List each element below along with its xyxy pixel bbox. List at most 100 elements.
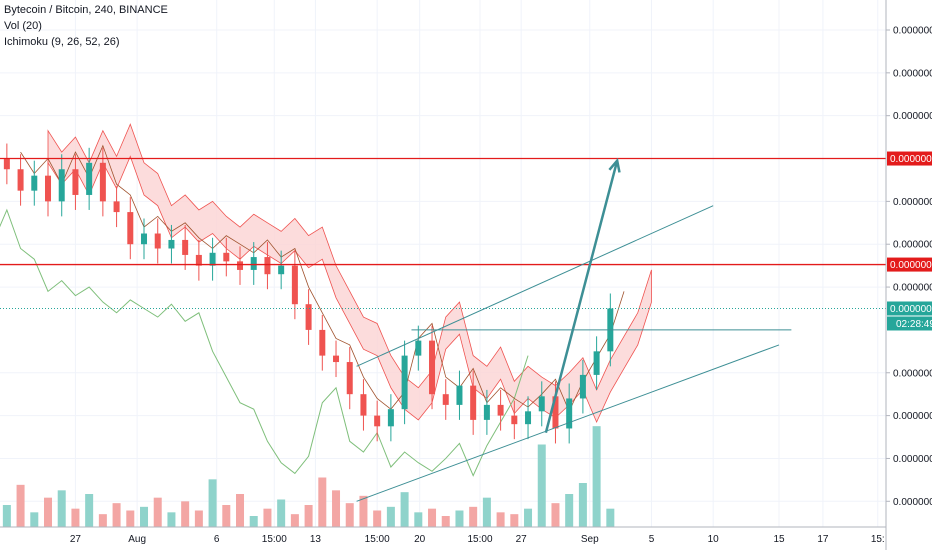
volume-bar <box>236 494 245 527</box>
time-tick-label: 15:00 <box>468 534 493 545</box>
volume-bar <box>565 494 574 527</box>
trend-line-lower-channel <box>356 344 780 502</box>
volume-bar <box>578 483 587 527</box>
volume-bar <box>57 490 66 527</box>
price-tick-label: 0.00000040 <box>893 111 932 122</box>
volume-bar <box>606 508 615 527</box>
candle-body <box>483 404 490 420</box>
candle-body <box>237 261 244 270</box>
candle-body <box>538 396 545 412</box>
volume-bar <box>263 508 272 527</box>
current-price-tag-countdown: 02:28:49 <box>896 319 932 330</box>
candle-body <box>3 158 10 170</box>
volume-bar <box>332 490 341 527</box>
volume-bar <box>386 506 395 527</box>
candle-body <box>250 257 257 270</box>
price-axis-panel <box>886 0 932 550</box>
volume-bar <box>167 512 176 527</box>
trend-line-upper-channel <box>356 205 714 367</box>
ichimoku-indicator-label[interactable]: Ichimoku (9, 26, 52, 26) <box>4 36 120 48</box>
volume-bar <box>359 495 368 527</box>
candle-body <box>291 265 298 305</box>
price-tick-label: 0.00000026 <box>893 411 932 422</box>
candle-body <box>278 265 285 275</box>
volume-bar <box>30 512 39 527</box>
candle-body <box>401 355 408 410</box>
price-tick-label: 0.00000032 <box>893 283 932 294</box>
volume-bar <box>482 497 491 527</box>
volume-bar <box>345 503 354 527</box>
candle-body <box>333 355 340 363</box>
time-tick-label: 10 <box>708 534 720 545</box>
volume-indicator-label[interactable]: Vol (20) <box>4 20 42 32</box>
candle-body <box>525 411 532 425</box>
candle-body <box>387 409 394 427</box>
volume-bar <box>400 492 409 527</box>
candle-body <box>497 404 504 416</box>
candle-body <box>415 340 422 356</box>
candle-body <box>72 169 79 195</box>
candle-body <box>374 415 381 427</box>
volume-bar <box>428 508 437 527</box>
time-tick-label: 20 <box>414 534 426 545</box>
price-tick-label: 0.00000044 <box>893 25 932 36</box>
candle-body <box>182 239 189 255</box>
candle-body <box>442 394 449 405</box>
candle-body <box>429 340 436 395</box>
volume-bar <box>98 514 107 527</box>
volume-bar <box>85 494 94 527</box>
volume-bar <box>249 516 258 527</box>
candle-body <box>579 374 586 399</box>
price-tick-label: 0.00000034 <box>893 240 932 251</box>
projection-arrow-head <box>608 157 621 173</box>
volume-bar <box>510 514 519 527</box>
volume-bar <box>16 484 25 527</box>
price-tick-label: 0.00000042 <box>893 68 932 79</box>
volume-bar <box>277 499 286 527</box>
time-tick-label: 5 <box>649 534 655 545</box>
time-tick-label: Sep <box>581 534 599 545</box>
candle-body <box>154 233 161 249</box>
candle-body <box>470 385 477 420</box>
volume-bar <box>140 506 149 527</box>
level-tag-bg <box>887 151 932 166</box>
volume-bar <box>126 510 135 527</box>
level-tag-bg <box>887 257 932 272</box>
candle-body <box>346 362 353 395</box>
level-tag: 0.00000038 <box>890 154 932 165</box>
current-price-tag-countdown-bg <box>887 316 932 331</box>
volume-bar <box>441 516 450 527</box>
time-tick-label: 27 <box>70 534 82 545</box>
time-tick-label: 15: <box>871 534 885 545</box>
candle-body <box>456 385 463 405</box>
volume-bar <box>153 497 162 527</box>
candle-body <box>86 162 93 195</box>
current-price-tag-bg <box>887 301 932 316</box>
trend-line-projection-arrow <box>544 160 619 434</box>
volume-bar <box>455 510 464 527</box>
volume-bar <box>222 505 231 527</box>
volume-bar <box>71 508 80 527</box>
candle-body <box>17 169 24 191</box>
time-tick-label: 15 <box>773 534 785 545</box>
candle-body <box>223 252 230 262</box>
volume-bar <box>414 512 423 527</box>
volume-bar <box>112 503 121 527</box>
candle-body <box>593 351 600 375</box>
time-tick-label: 13 <box>310 534 322 545</box>
time-tick-label: 15:00 <box>365 534 390 545</box>
price-tick-label: 0.00000024 <box>893 454 932 465</box>
candle-body <box>195 254 202 266</box>
volume-bar <box>304 505 313 527</box>
price-tick-label: 0.00000028 <box>893 368 932 379</box>
candle-body <box>127 212 134 245</box>
volume-bar <box>373 510 382 527</box>
time-tick-label: 6 <box>214 534 220 545</box>
volume-bar <box>2 505 11 527</box>
volume-bar <box>208 479 217 527</box>
symbol-title: Bytecoin / Bitcoin, 240, BINANCE <box>4 4 168 16</box>
volume-bar <box>551 503 560 527</box>
volume-bar <box>524 508 533 527</box>
volume-bar <box>496 512 505 527</box>
